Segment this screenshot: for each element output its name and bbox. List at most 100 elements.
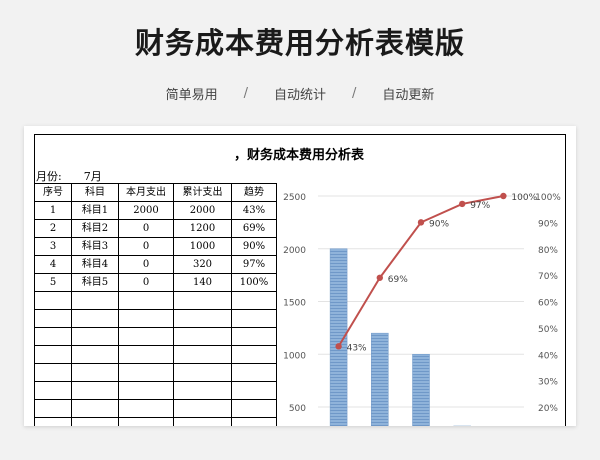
table-cell[interactable]: 1 — [34, 201, 72, 220]
table-cell[interactable]: 4 — [34, 255, 72, 274]
header-cell: 本月支出 — [118, 183, 174, 202]
table-cell[interactable]: 科目5 — [71, 273, 119, 292]
table-cell[interactable] — [231, 345, 277, 364]
table-cell[interactable] — [118, 399, 174, 418]
table-cell[interactable] — [118, 381, 174, 400]
header-cell: 序号 — [34, 183, 72, 202]
table-cell[interactable] — [71, 327, 119, 346]
table-row-empty — [34, 309, 277, 328]
table-cell[interactable]: 0 — [118, 255, 174, 274]
table-cell[interactable]: 3 — [34, 237, 72, 256]
feature-item: 自动统计 — [273, 88, 326, 103]
table-cell[interactable] — [118, 327, 174, 346]
table-cell[interactable] — [231, 417, 277, 426]
table-cell[interactable] — [34, 309, 72, 328]
feature-item: 简单易用 — [165, 88, 218, 103]
sheet-title: ，财务成本费用分析表 — [233, 148, 364, 163]
table-cell[interactable]: 2000 — [173, 201, 232, 220]
table-cell[interactable] — [34, 399, 72, 418]
data-label: 90% — [429, 219, 449, 229]
table-cell[interactable] — [34, 291, 72, 310]
data-label: 100% — [511, 193, 537, 203]
table-cell[interactable] — [34, 345, 72, 364]
y-left-tick-label: 2500 — [283, 193, 306, 203]
y-right-tick-label: 70% — [538, 272, 558, 282]
line-series — [337, 195, 504, 347]
table-cell[interactable] — [34, 327, 72, 346]
table-row-empty — [34, 417, 277, 426]
y-right-tick-label: 60% — [538, 299, 558, 309]
table-cell[interactable]: 科目1 — [71, 201, 119, 220]
table-row: 2 科目2 0 1200 69% — [34, 219, 277, 238]
y-right-tick-label: 80% — [538, 246, 558, 256]
table-cell[interactable]: 1000 — [173, 237, 232, 256]
month-label: 月份: — [36, 170, 62, 183]
table-cell[interactable] — [173, 417, 232, 426]
table-cell[interactable] — [118, 363, 174, 382]
line-point — [459, 200, 466, 208]
table-cell[interactable]: 0 — [118, 237, 174, 256]
table-cell[interactable]: 97% — [231, 255, 277, 274]
separator: / — [352, 86, 357, 101]
table-cell[interactable] — [118, 417, 174, 426]
table-row-empty — [34, 291, 277, 310]
table-cell[interactable] — [173, 399, 232, 418]
table-cell[interactable]: 100% — [231, 273, 277, 292]
table-cell[interactable]: 0 — [118, 219, 174, 238]
table-cell[interactable]: 320 — [173, 255, 232, 274]
data-label: 97% — [470, 201, 490, 211]
table-cell[interactable]: 5 — [34, 273, 72, 292]
table-cell[interactable] — [71, 363, 119, 382]
table-cell[interactable] — [34, 381, 72, 400]
table-cell[interactable] — [173, 345, 232, 364]
y-left-tick-label: 1000 — [283, 351, 306, 361]
y-left-tick-label: 1500 — [283, 299, 306, 309]
table-cell[interactable]: 43% — [231, 201, 277, 220]
table-cell[interactable]: 2 — [34, 219, 72, 238]
header-cell: 趋势 — [231, 183, 277, 202]
table-cell[interactable] — [71, 309, 119, 328]
bar — [371, 332, 389, 426]
table-cell[interactable] — [231, 291, 277, 310]
page-title: 财务成本费用分析表模版 — [134, 26, 465, 60]
table-cell[interactable]: 科目4 — [71, 255, 119, 274]
table-cell[interactable] — [34, 417, 72, 426]
table-cell[interactable]: 科目3 — [71, 237, 119, 256]
table-cell[interactable]: 140 — [173, 273, 232, 292]
table-cell[interactable]: 0 — [118, 273, 174, 292]
y-right-tick-label: 50% — [538, 325, 558, 335]
table-cell[interactable] — [71, 381, 119, 400]
table-cell[interactable] — [173, 291, 232, 310]
y-right-tick-label: 20% — [538, 404, 558, 414]
table-cell[interactable] — [231, 327, 277, 346]
table-row-empty — [34, 399, 277, 418]
table-cell[interactable]: 90% — [231, 237, 277, 256]
table-cell[interactable] — [173, 381, 232, 400]
table-cell[interactable]: 科目2 — [71, 219, 119, 238]
table-cell[interactable] — [231, 363, 277, 382]
table-cell[interactable] — [118, 291, 174, 310]
table-cell[interactable] — [231, 399, 277, 418]
table-cell[interactable] — [231, 381, 277, 400]
table-cell[interactable]: 2000 — [118, 201, 174, 220]
table-cell[interactable] — [34, 363, 72, 382]
table-cell[interactable] — [71, 417, 119, 426]
table-cell[interactable] — [173, 309, 232, 328]
table-row: 4 科目4 0 320 97% — [34, 255, 277, 274]
table-cell[interactable] — [71, 399, 119, 418]
table-cell[interactable] — [71, 345, 119, 364]
line-point — [376, 274, 383, 281]
table-cell[interactable] — [118, 345, 174, 364]
y-right-tick-label: 90% — [538, 219, 558, 229]
table-cell[interactable] — [71, 291, 119, 310]
cost-table: 序号 科目 本月支出 累计支出 趋势 1 科目1 2000 2000 43% 2… — [34, 183, 277, 426]
table-cell[interactable]: 1200 — [173, 219, 232, 238]
table-cell[interactable]: 69% — [231, 219, 277, 238]
month-row: 月份: 7月 — [36, 168, 102, 184]
table-cell[interactable] — [173, 327, 232, 346]
table-cell[interactable] — [118, 309, 174, 328]
table-cell[interactable] — [173, 363, 232, 382]
table-cell[interactable] — [231, 309, 277, 328]
y-right-tick-label: 30% — [538, 378, 558, 388]
data-label: 43% — [347, 343, 367, 353]
